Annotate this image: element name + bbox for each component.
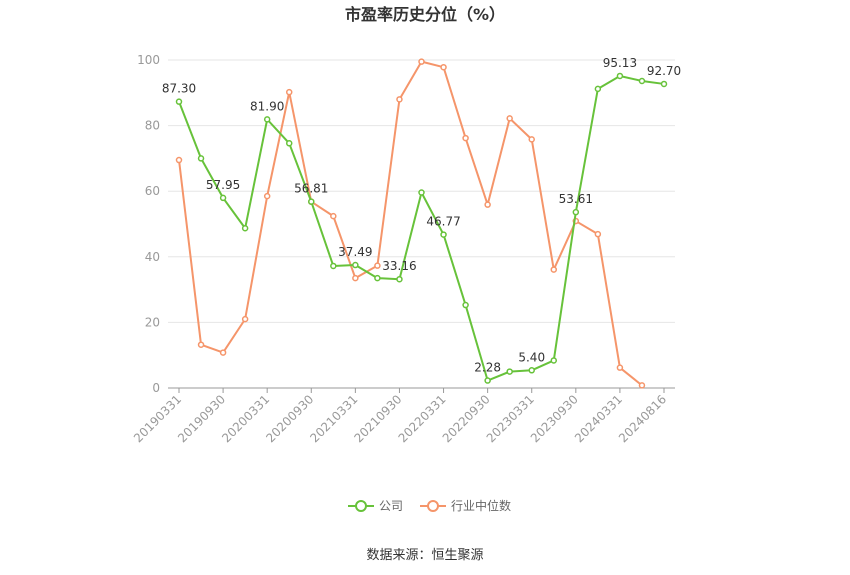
data-point (374, 262, 381, 269)
data-point (528, 136, 535, 143)
y-tick-label: 40 (145, 250, 160, 264)
data-point (396, 275, 403, 283)
data-label: 33.16 (382, 259, 416, 273)
data-point (285, 140, 293, 147)
x-tick-label: 20240816 (616, 392, 669, 445)
data-point (528, 367, 535, 374)
data-point (352, 261, 359, 269)
data-point (440, 231, 447, 238)
data-label: 92.70 (647, 64, 681, 78)
data-point (197, 341, 205, 348)
data-point (418, 189, 425, 196)
data-label: 87.30 (162, 82, 196, 96)
legend-circle-marker (355, 500, 367, 512)
data-point (484, 377, 491, 384)
y-tick-label: 100 (137, 53, 160, 67)
data-point (418, 58, 425, 65)
data-point (175, 98, 183, 105)
data-labels: 87.30 57.95 81.90 56.81 37.49 33.16 46.77 2.28 5… (162, 56, 681, 375)
legend-label: 公司 (379, 499, 403, 513)
data-point (484, 201, 491, 208)
data-label: 95.13 (603, 56, 637, 70)
legend-circle-marker (427, 500, 439, 512)
data-point (219, 349, 227, 356)
data-label: 57.95 (206, 178, 240, 192)
data-point (506, 368, 513, 375)
data-point (374, 274, 381, 282)
data-point (285, 88, 293, 96)
series-line (178, 60, 643, 387)
data-point (594, 85, 602, 93)
data-point (440, 63, 447, 71)
legend-label: 行业中位数 (451, 498, 511, 513)
data-point (550, 357, 558, 364)
data-point (241, 225, 249, 232)
legend-item[interactable]: 公司 (348, 499, 403, 513)
legend[interactable]: 公司 行业中位数 (348, 498, 511, 513)
data-point (330, 212, 337, 220)
data-label: 56.81 (294, 182, 328, 196)
data-point (330, 262, 337, 270)
legend-item[interactable]: 行业中位数 (420, 498, 511, 513)
series-lines (175, 58, 668, 389)
data-point (241, 315, 249, 323)
data-point (550, 266, 558, 273)
data-label: 2.28 (474, 361, 501, 375)
data-point (462, 134, 469, 142)
data-point (219, 194, 227, 202)
data-point (352, 274, 359, 282)
data-label: 81.90 (250, 99, 284, 113)
y-tick-label: 0 (152, 381, 160, 395)
data-point (660, 80, 668, 88)
data-point (638, 382, 646, 389)
y-tick-label: 60 (145, 184, 160, 198)
data-source: 数据来源：恒生聚源 (366, 548, 483, 563)
data-label: 5.40 (518, 350, 545, 364)
data-point (263, 192, 271, 200)
data-point (616, 72, 624, 80)
data-point (396, 96, 403, 103)
series-line (178, 74, 665, 382)
data-point (197, 155, 205, 162)
data-point (308, 198, 315, 205)
data-label: 37.49 (338, 245, 372, 259)
data-point (506, 115, 513, 122)
y-tick-label: 20 (145, 315, 160, 329)
data-point (572, 208, 580, 216)
data-point (263, 116, 271, 123)
y-tick-label: 80 (145, 119, 160, 133)
data-point (638, 77, 646, 85)
data-point (462, 301, 469, 309)
data-point (594, 230, 602, 238)
data-point (616, 364, 624, 371)
data-label: 53.61 (559, 192, 593, 206)
data-point (175, 156, 183, 164)
chart-title: 市盈率历史分位（%） (345, 5, 505, 24)
data-label: 46.77 (426, 215, 460, 229)
